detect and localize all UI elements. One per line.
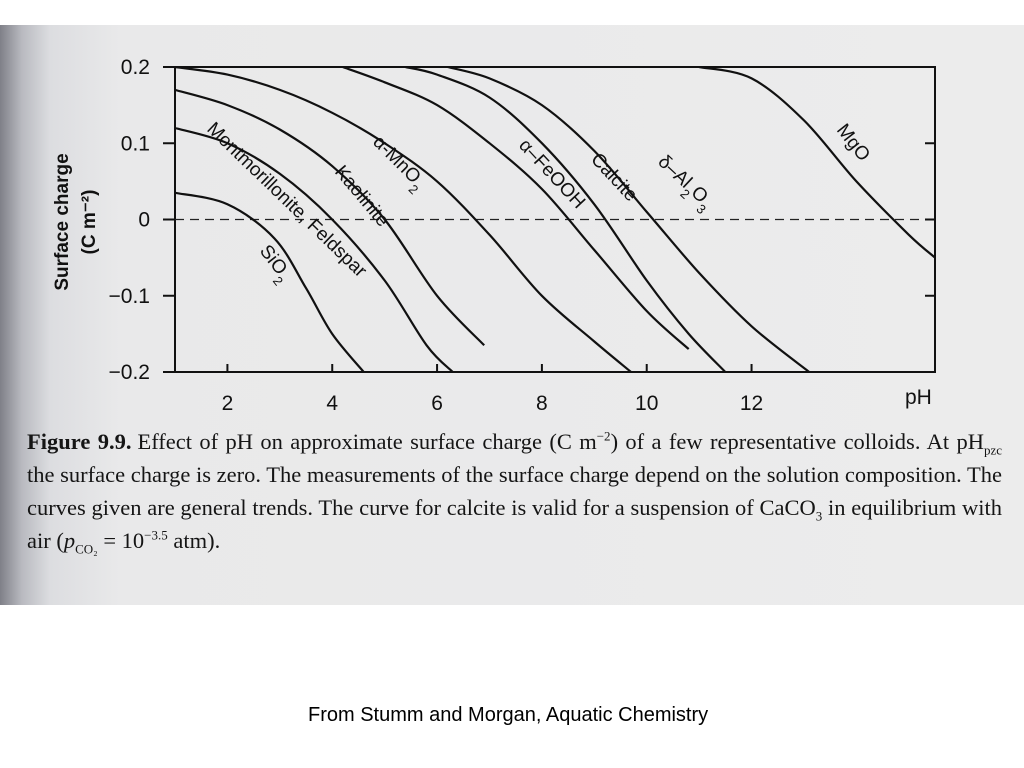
figure-caption: Figure 9.9. Effect of pH on approximate s… — [27, 428, 1002, 557]
y-tick-label: 0 — [138, 209, 150, 232]
curve-MgO — [698, 67, 935, 259]
y-axis-label: Surface charge — [52, 153, 73, 290]
x-tick-label: 12 — [740, 392, 763, 415]
curve-α–FeOOH — [342, 67, 690, 350]
label-mno2: α-MnO2 — [365, 132, 430, 197]
y-tick-label: 0.1 — [121, 132, 150, 155]
surface-charge-chart: 2 4 6 8 10 12 0.2 0.1 0 −0.1 −0.2 pH Surface charg… — [52, 56, 936, 415]
x-tick-label: 8 — [536, 392, 548, 415]
curve-Kaolinite — [175, 88, 485, 347]
source-credit: From Stumm and Morgan, Aquatic Chemistry — [308, 704, 709, 726]
label-montmorillonite: Montmorillonite, Feldspar — [203, 118, 372, 282]
x-tick-label: 2 — [222, 392, 234, 415]
x-tick-label: 10 — [635, 392, 658, 415]
x-axis-label: pH — [905, 386, 932, 409]
x-tick-label: 6 — [431, 392, 443, 415]
scanned-page — [0, 25, 1024, 605]
label-al2o3: δ–Al2O3 — [650, 151, 717, 216]
label-sio2: SiO2 — [251, 241, 296, 288]
curve-SiO2 — [175, 191, 365, 372]
y-tick-label: 0.2 — [121, 56, 150, 79]
curve-Calcite — [405, 67, 727, 372]
y-tick-label: −0.2 — [109, 361, 150, 384]
label-calcite: Calcite — [586, 149, 641, 206]
x-tick-label: 4 — [326, 392, 338, 415]
y-axis-unit: (C m⁻²) — [79, 190, 100, 255]
figure-number: Figure 9.9. — [27, 429, 132, 454]
curve-α-MnO2 — [175, 67, 632, 372]
y-tick-label: −0.1 — [109, 285, 150, 308]
curve-Montmorillonite, Feldspar — [175, 126, 454, 372]
curve-δ–Al2O3 — [447, 67, 810, 372]
label-kaolinite: Kaolinite — [330, 162, 393, 231]
